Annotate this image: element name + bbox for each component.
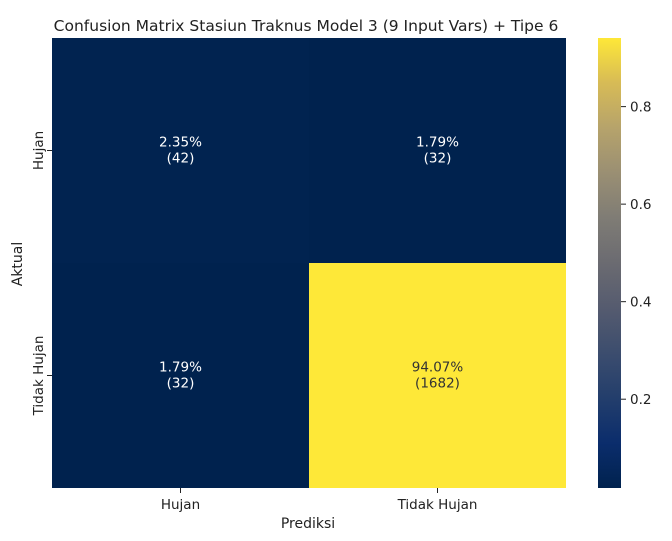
cell-percent-label: 1.79% [416, 135, 459, 151]
x-axis-ticks: Hujan Tidak Hujan [161, 488, 478, 513]
heatmap-cell [309, 38, 566, 263]
y-axis-ticks: Hujan Tidak Hujan [31, 131, 52, 417]
y-tick-label: Tidak Hujan [31, 336, 47, 417]
heatmap-cell [309, 263, 566, 488]
cell-percent-label: 1.79% [159, 360, 202, 376]
colorbar-ticks: 0.2 0.4 0.6 0.8 [621, 100, 651, 408]
y-axis-label: Aktual [10, 242, 26, 287]
x-tick-label: Hujan [161, 497, 200, 513]
heatmap-cell [52, 38, 309, 263]
cell-count-label: (32) [167, 376, 195, 392]
colorbar-tick-label: 0.6 [630, 197, 651, 213]
colorbar-tick-label: 0.4 [630, 295, 651, 311]
heatmap-cell [52, 263, 309, 488]
cell-count-label: (1682) [415, 376, 460, 392]
colorbar-tick-label: 0.2 [630, 392, 651, 408]
heatmap-cell-labels: 2.35%(42)1.79%(32)1.79%(32)94.07%(1682) [159, 135, 463, 392]
cell-percent-label: 2.35% [159, 135, 202, 151]
cell-count-label: (32) [424, 151, 452, 167]
colorbar-tick-label: 0.8 [630, 100, 651, 116]
x-tick-label: Tidak Hujan [397, 497, 478, 513]
cell-count-label: (42) [167, 151, 195, 167]
y-tick-label: Hujan [31, 131, 47, 170]
chart-title: Confusion Matrix Stasiun Traknus Model 3… [54, 17, 559, 35]
x-axis-label: Prediksi [281, 516, 335, 532]
colorbar [598, 38, 621, 488]
cell-percent-label: 94.07% [412, 360, 464, 376]
heatmap-cells [52, 38, 566, 488]
